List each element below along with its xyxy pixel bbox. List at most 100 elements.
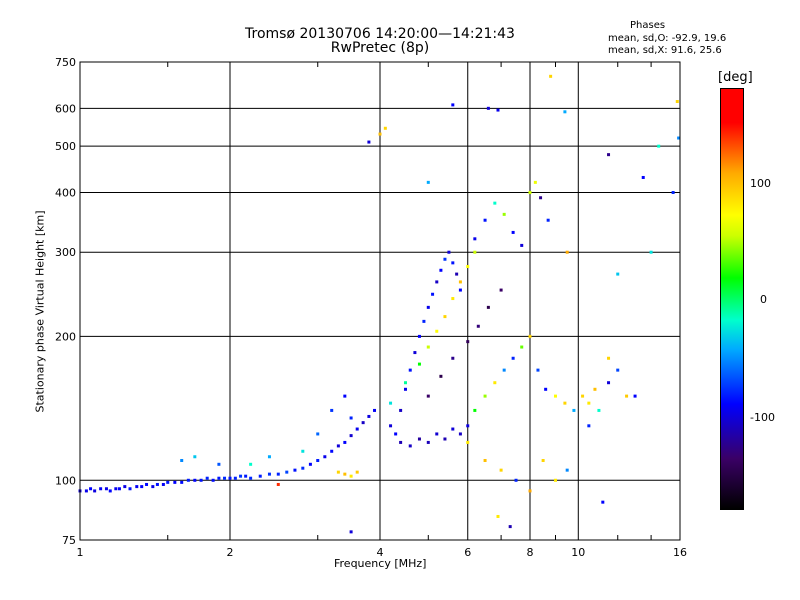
data-point xyxy=(249,476,253,480)
data-point xyxy=(546,218,550,222)
data-point xyxy=(426,305,430,309)
data-point xyxy=(473,237,477,241)
x-tick-label: 1 xyxy=(77,546,84,559)
data-point xyxy=(140,485,144,489)
x-tick-label: 8 xyxy=(527,546,534,559)
data-point xyxy=(193,478,197,482)
data-point xyxy=(117,487,121,491)
plot-frame xyxy=(79,61,681,541)
data-point xyxy=(528,190,532,194)
data-point xyxy=(455,272,459,276)
data-point xyxy=(458,288,462,292)
data-point xyxy=(403,387,407,391)
data-point xyxy=(276,472,280,476)
phases-o: mean, sd,O: -92.9, 19.6 xyxy=(608,33,727,44)
data-point xyxy=(581,394,585,398)
data-point xyxy=(293,468,297,472)
data-point xyxy=(633,394,637,398)
data-point xyxy=(417,437,421,441)
data-point xyxy=(199,478,203,482)
data-point xyxy=(451,103,455,107)
data-point xyxy=(239,474,243,478)
grid-lines xyxy=(80,62,680,540)
data-point xyxy=(625,394,629,398)
data-point xyxy=(403,381,407,385)
phases-title: Phases xyxy=(630,20,666,31)
data-point xyxy=(466,340,470,344)
data-point xyxy=(123,485,127,489)
data-point xyxy=(308,462,312,466)
data-point xyxy=(649,250,653,254)
data-point xyxy=(483,218,487,222)
data-point xyxy=(607,356,611,360)
data-point xyxy=(565,468,569,472)
data-point xyxy=(528,334,532,338)
x-tick-label: 16 xyxy=(673,546,687,559)
data-point xyxy=(435,329,439,333)
data-point xyxy=(435,280,439,284)
data-point xyxy=(343,394,347,398)
data-point xyxy=(267,455,271,459)
data-point xyxy=(417,334,421,338)
data-point xyxy=(135,485,139,489)
y-tick-label: 400 xyxy=(55,186,76,199)
data-point xyxy=(533,180,537,184)
data-point xyxy=(343,472,347,476)
data-point xyxy=(572,408,576,412)
data-point xyxy=(367,140,371,144)
data-point xyxy=(128,487,132,491)
data-point xyxy=(233,476,237,480)
data-point xyxy=(228,476,232,480)
data-point xyxy=(565,250,569,254)
data-point xyxy=(451,427,455,431)
data-point xyxy=(593,387,597,391)
y-axis-title: Stationary phase Virtual Height [km] xyxy=(33,210,47,413)
data-point xyxy=(301,449,305,453)
data-point xyxy=(483,394,487,398)
data-point xyxy=(316,458,320,462)
data-point xyxy=(549,74,553,78)
y-tick-label: 750 xyxy=(55,56,76,69)
data-point xyxy=(473,250,477,254)
data-point xyxy=(601,500,605,504)
data-point xyxy=(502,368,506,372)
data-point xyxy=(657,144,661,148)
data-point xyxy=(451,356,455,360)
data-point xyxy=(563,401,567,405)
data-point xyxy=(502,212,506,216)
data-point xyxy=(399,408,403,412)
data-point xyxy=(493,201,497,205)
colorbar-tick-100: 100 xyxy=(750,177,771,190)
data-point xyxy=(541,458,545,462)
data-point xyxy=(496,514,500,518)
y-tick-label: 75 xyxy=(62,534,76,547)
data-point xyxy=(443,315,447,319)
data-point xyxy=(99,487,103,491)
data-point xyxy=(473,408,477,412)
data-point xyxy=(349,416,353,420)
data-point xyxy=(431,292,435,296)
y-tick-label: 500 xyxy=(55,140,76,153)
data-point xyxy=(323,455,327,459)
data-point xyxy=(89,487,93,491)
data-point xyxy=(641,175,645,179)
data-point xyxy=(258,474,262,478)
data-point xyxy=(151,485,155,489)
chart-title-line2: RwPretec (8p) xyxy=(330,40,430,56)
data-point xyxy=(511,230,515,234)
data-point xyxy=(217,462,221,466)
data-point xyxy=(426,440,430,444)
data-point xyxy=(193,455,197,459)
data-point xyxy=(173,480,177,484)
chart-title-line1: Tromsø 20130706 14:20:00—14:21:43 xyxy=(245,26,515,42)
x-axis-title: Frequency [MHz] xyxy=(334,557,427,570)
data-point xyxy=(563,110,567,114)
data-point xyxy=(476,324,480,328)
data-point xyxy=(285,470,289,474)
data-point xyxy=(389,401,393,405)
data-point xyxy=(330,449,334,453)
data-point xyxy=(373,408,377,412)
data-point xyxy=(211,478,215,482)
data-point xyxy=(496,108,500,112)
